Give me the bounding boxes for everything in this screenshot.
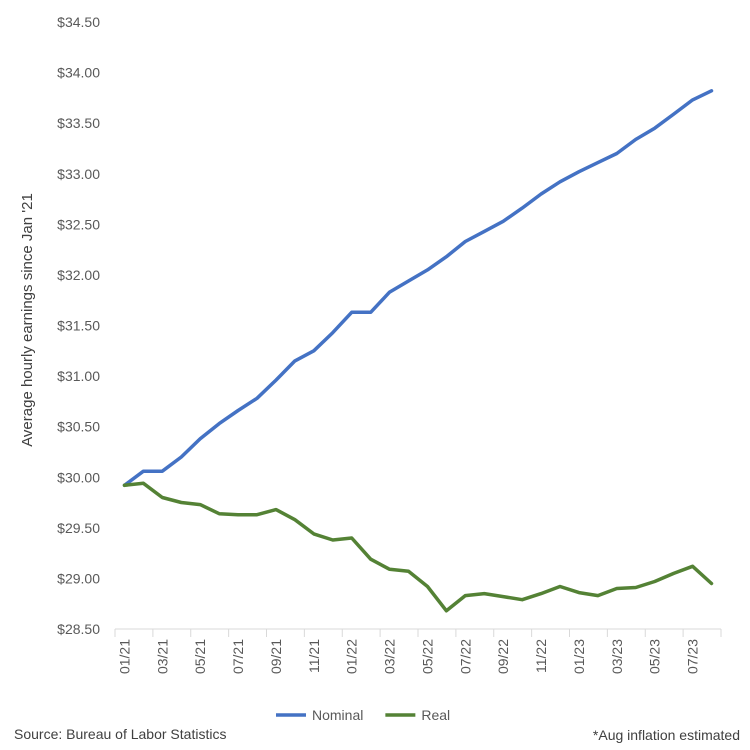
y-tick-label: $28.50: [57, 621, 100, 637]
series-line-nominal: [122, 89, 714, 488]
y-tick-label: $31.50: [57, 318, 100, 334]
x-tick-label: 01/21: [116, 639, 132, 674]
x-tick-label: 03/23: [609, 639, 625, 674]
y-tick-label: $29.50: [57, 520, 100, 536]
y-tick-label: $34.50: [57, 14, 100, 30]
x-tick-label: 05/21: [192, 639, 208, 674]
y-tick-label: $32.50: [57, 216, 100, 232]
y-tick-label: $31.00: [57, 368, 100, 384]
y-axis-title: Average hourly earnings since Jan '21: [19, 193, 36, 447]
series-layer: [122, 89, 714, 613]
x-tick-label: 07/22: [457, 639, 473, 674]
y-tick-label: $29.00: [57, 570, 100, 586]
source-note: Source: Bureau of Labor Statistics: [14, 726, 227, 742]
x-tick-label: 03/22: [382, 639, 398, 674]
y-tick-label: $33.50: [57, 115, 100, 131]
y-axis-tick-labels: $28.50 $29.00 $29.50 $30.00 $30.50 $31.00 $31.…: [57, 14, 100, 637]
y-tick-label: $30.50: [57, 419, 100, 435]
x-tick-label: 01/23: [571, 639, 587, 674]
x-tick-label: 05/23: [647, 639, 663, 674]
x-tick-label: 09/22: [495, 639, 511, 674]
x-tick-label: 01/22: [344, 639, 360, 674]
y-tick-label: $33.00: [57, 166, 100, 182]
legend-label-real: Real: [421, 707, 450, 723]
y-tick-label: $34.00: [57, 65, 100, 81]
legend: Nominal Real: [276, 707, 450, 723]
y-tick-label: $32.00: [57, 267, 100, 283]
y-tick-label: $30.00: [57, 469, 100, 485]
x-tick-label: 07/23: [685, 639, 701, 674]
series-line-real: [122, 481, 714, 613]
x-tick-label: 09/21: [268, 639, 284, 674]
x-axis: 01/21 03/21 05/21 07/21 09/21 11/21 01/22 03/22…: [114, 628, 722, 674]
x-tick-label: 07/21: [230, 639, 246, 674]
x-tick-label: 11/21: [306, 639, 322, 673]
x-tick-label: 03/21: [154, 639, 170, 674]
legend-label-nominal: Nominal: [312, 707, 363, 723]
x-tick-label: 05/22: [419, 639, 435, 674]
footnote: *Aug inflation estimated: [592, 727, 740, 743]
x-tick-label: 11/22: [533, 639, 549, 673]
